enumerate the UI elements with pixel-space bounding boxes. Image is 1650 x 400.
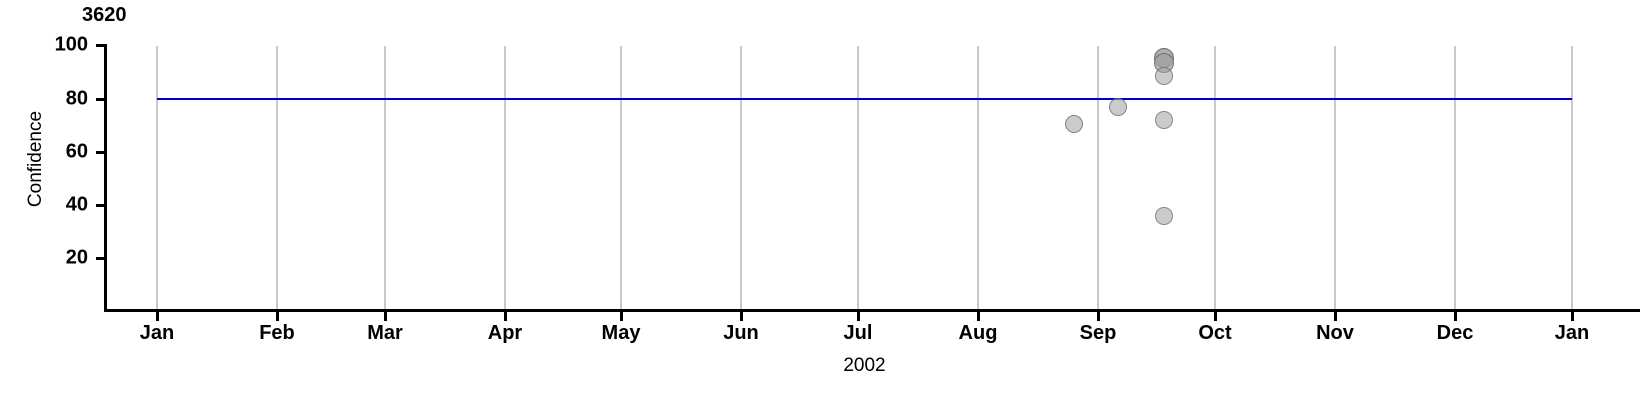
data-point xyxy=(1155,111,1173,129)
gridline-dec-11 xyxy=(1454,46,1456,309)
x-tick-label-jan-0: Jan xyxy=(139,322,175,344)
x-tick-4 xyxy=(619,311,623,321)
y-tick-60 xyxy=(96,150,105,154)
x-tick-3 xyxy=(503,311,507,321)
data-point xyxy=(1155,207,1173,225)
data-point xyxy=(1109,98,1127,116)
x-tick-label-dec-11: Dec xyxy=(1436,322,1474,344)
x-axis-title: 2002 xyxy=(843,355,886,376)
x-tick-label-nov-10: Nov xyxy=(1316,322,1354,344)
x-tick-5 xyxy=(739,311,743,321)
gridline-aug-7 xyxy=(977,46,979,309)
gridline-nov-10 xyxy=(1334,46,1336,309)
x-tick-label-aug-7: Aug xyxy=(958,322,998,344)
x-tick-0 xyxy=(155,311,159,321)
gridline-jan-0 xyxy=(156,46,158,309)
chart-title: 3620 xyxy=(82,4,127,26)
x-axis-line xyxy=(104,309,1640,312)
y-tick-label-20: 20 xyxy=(65,246,88,269)
x-tick-2 xyxy=(383,311,387,321)
x-tick-6 xyxy=(856,311,860,321)
y-axis-line xyxy=(104,44,107,312)
threshold-line xyxy=(157,98,1572,100)
y-tick-label-80: 80 xyxy=(65,87,88,110)
x-tick-11 xyxy=(1453,311,1457,321)
x-tick-7 xyxy=(976,311,980,321)
y-tick-40 xyxy=(96,203,105,207)
x-tick-10 xyxy=(1333,311,1337,321)
y-tick-100 xyxy=(96,43,105,47)
gridline-sep-8 xyxy=(1097,46,1099,309)
data-point xyxy=(1065,115,1083,133)
x-tick-label-apr-3: Apr xyxy=(487,322,523,344)
gridline-feb-1 xyxy=(276,46,278,309)
x-tick-label-oct-9: Oct xyxy=(1198,322,1232,344)
gridline-apr-3 xyxy=(504,46,506,309)
y-tick-label-60: 60 xyxy=(65,140,88,163)
x-tick-label-jun-5: Jun xyxy=(723,322,759,344)
y-tick-20 xyxy=(96,256,105,260)
x-tick-label-sep-8: Sep xyxy=(1079,322,1117,344)
x-tick-8 xyxy=(1096,311,1100,321)
x-tick-label-may-4: May xyxy=(601,322,641,344)
gridline-jan-12 xyxy=(1571,46,1573,309)
x-tick-12 xyxy=(1570,311,1574,321)
gridline-mar-2 xyxy=(384,46,386,309)
gridline-may-4 xyxy=(620,46,622,309)
x-tick-label-mar-2: Mar xyxy=(367,322,403,344)
data-point xyxy=(1155,67,1173,85)
x-tick-label-feb-1: Feb xyxy=(259,322,295,344)
y-tick-label-100: 100 xyxy=(54,33,88,56)
x-tick-label-jul-6: Jul xyxy=(843,322,873,344)
y-tick-label-40: 40 xyxy=(65,193,88,216)
x-tick-9 xyxy=(1213,311,1217,321)
gridline-oct-9 xyxy=(1214,46,1216,309)
x-tick-1 xyxy=(275,311,279,321)
gridline-jul-6 xyxy=(857,46,859,309)
gridline-jun-5 xyxy=(740,46,742,309)
x-tick-label-jan-12: Jan xyxy=(1554,322,1590,344)
y-tick-80 xyxy=(96,97,105,101)
